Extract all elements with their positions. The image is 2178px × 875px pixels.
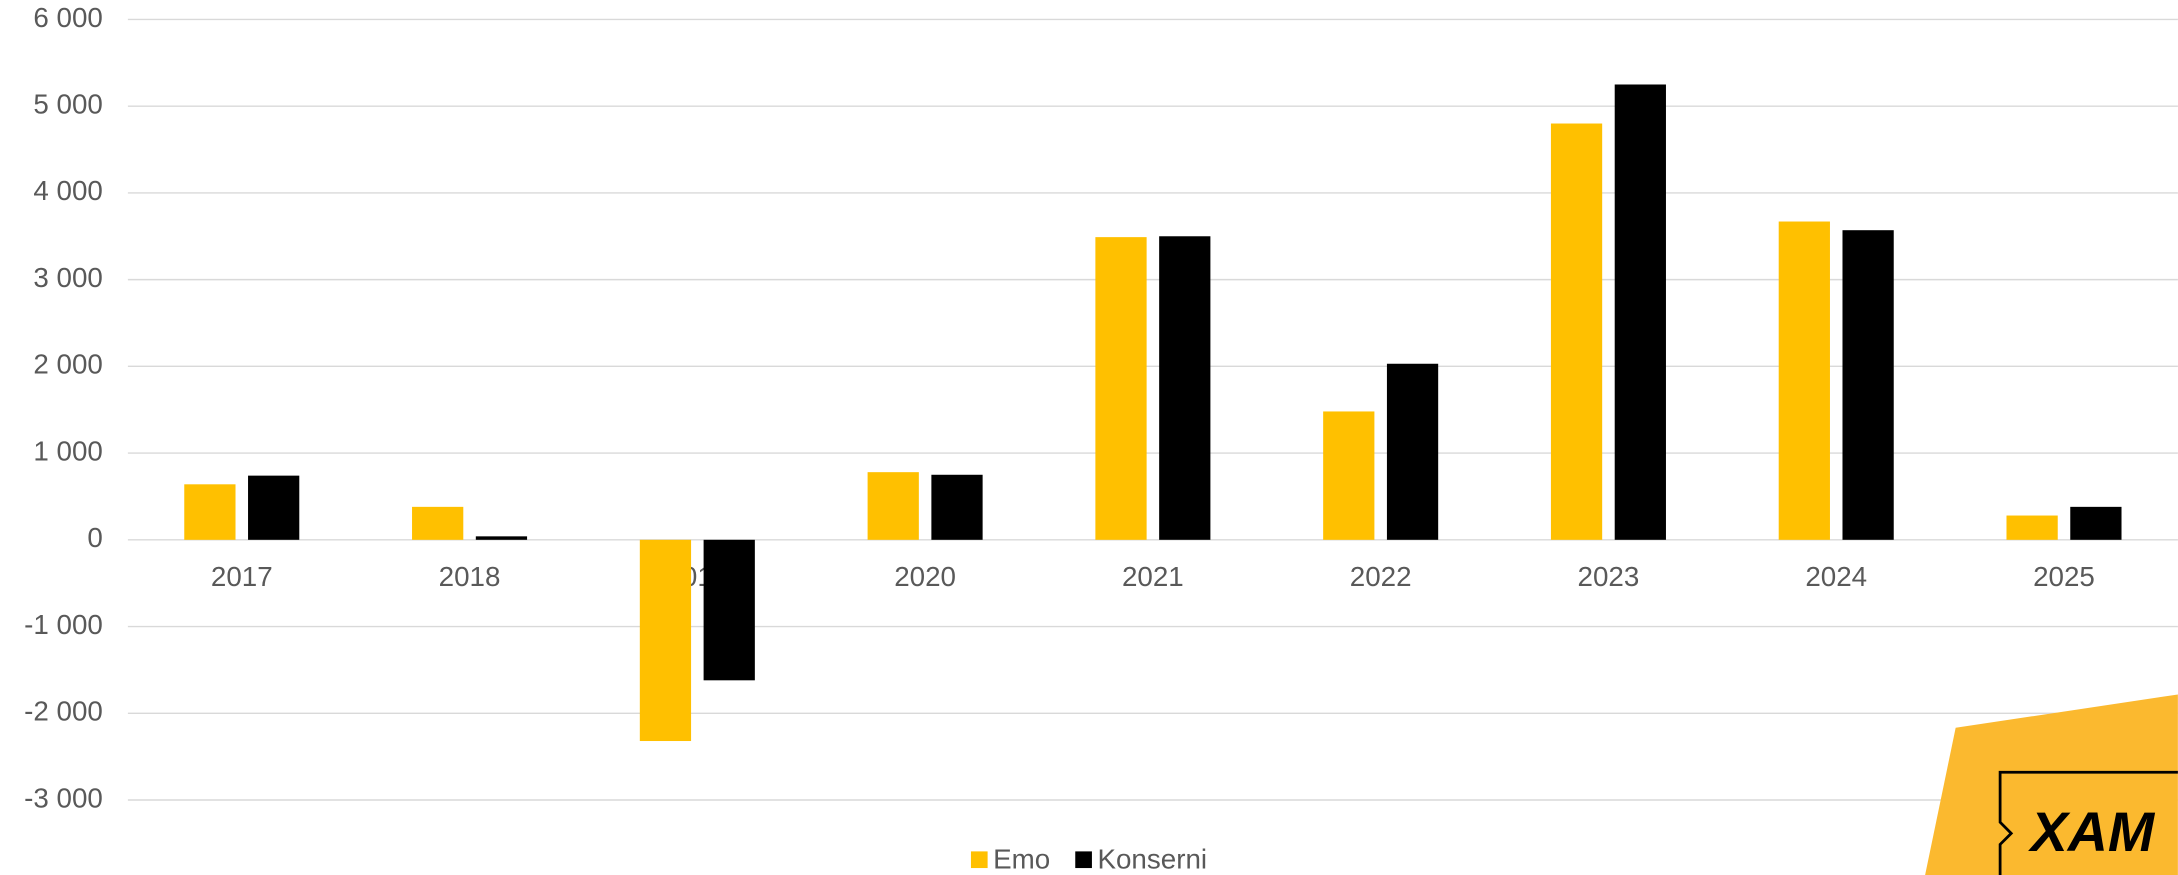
logo-text: XAM — [2028, 801, 2156, 863]
x-tick-label: 2020 — [894, 561, 956, 592]
x-tick-label: 2017 — [211, 561, 273, 592]
bar — [1323, 411, 1375, 540]
bar — [639, 539, 692, 742]
x-tick-label: 2022 — [1350, 561, 1412, 592]
x-tick-label: 2018 — [439, 561, 501, 592]
y-tick-label: 6 000 — [33, 2, 102, 33]
bar — [1778, 221, 1830, 540]
logo-shape — [1925, 694, 2178, 875]
bar — [1095, 237, 1147, 540]
x-tick-label: 2025 — [2033, 561, 2095, 592]
legend-label: Konserni — [1097, 843, 1207, 874]
legend-swatch — [970, 851, 988, 869]
bar — [184, 484, 236, 540]
bar — [931, 474, 983, 540]
bar — [412, 506, 464, 540]
bar — [248, 475, 300, 540]
y-tick-label: 1 000 — [33, 435, 102, 466]
y-tick-label: 4 000 — [33, 175, 102, 206]
y-tick-label: 2 000 — [33, 349, 102, 380]
x-tick-label: 2021 — [1122, 561, 1184, 592]
bar — [1614, 84, 1666, 540]
y-tick-label: -3 000 — [24, 782, 103, 813]
logo-frame — [1998, 770, 2178, 875]
y-tick-label: -2 000 — [24, 696, 103, 727]
bar — [2006, 515, 2058, 540]
bar — [1550, 123, 1603, 540]
bar — [1386, 363, 1439, 540]
y-tick-label: 0 — [87, 522, 102, 553]
y-tick-label: 3 000 — [33, 262, 102, 293]
x-tick-label: 2024 — [1805, 561, 1867, 592]
bar — [1159, 236, 1211, 540]
x-tick-label: 2023 — [1578, 561, 1640, 592]
y-tick-label: 5 000 — [33, 89, 102, 120]
bar — [475, 536, 528, 540]
logo: XAM — [1925, 694, 2178, 875]
legend-label: Emo — [993, 843, 1050, 874]
y-tick-label: -1 000 — [24, 609, 103, 640]
bar — [2070, 506, 2122, 540]
legend-swatch — [1075, 851, 1092, 869]
bar — [867, 472, 919, 540]
bar — [1842, 230, 1894, 540]
bar — [703, 539, 755, 681]
